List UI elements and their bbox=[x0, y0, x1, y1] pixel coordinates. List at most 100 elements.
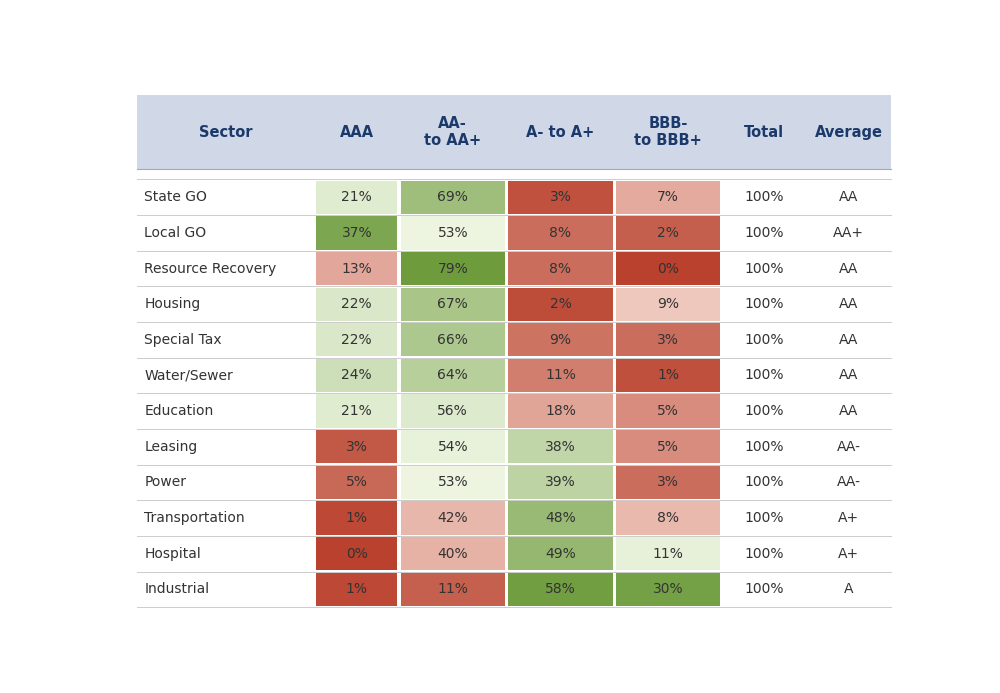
Text: Housing: Housing bbox=[144, 297, 201, 311]
Text: Special Tax: Special Tax bbox=[144, 333, 222, 346]
Text: 100%: 100% bbox=[744, 369, 784, 383]
Text: 38%: 38% bbox=[545, 440, 576, 454]
Text: 1%: 1% bbox=[346, 511, 368, 525]
Text: 22%: 22% bbox=[341, 297, 372, 311]
FancyBboxPatch shape bbox=[616, 216, 720, 249]
Text: Power: Power bbox=[144, 475, 186, 489]
FancyBboxPatch shape bbox=[316, 466, 397, 499]
FancyBboxPatch shape bbox=[508, 288, 613, 321]
Text: 100%: 100% bbox=[744, 333, 784, 346]
Text: 49%: 49% bbox=[545, 547, 576, 561]
FancyBboxPatch shape bbox=[401, 572, 505, 606]
Text: 1%: 1% bbox=[657, 369, 679, 383]
Text: 21%: 21% bbox=[341, 404, 372, 418]
Text: 5%: 5% bbox=[657, 404, 679, 418]
FancyBboxPatch shape bbox=[401, 216, 505, 249]
FancyBboxPatch shape bbox=[316, 359, 397, 392]
FancyBboxPatch shape bbox=[508, 394, 613, 428]
Text: A- to A+: A- to A+ bbox=[526, 125, 595, 139]
Text: 8%: 8% bbox=[549, 261, 571, 276]
Text: AA: AA bbox=[839, 333, 858, 346]
Text: 5%: 5% bbox=[657, 440, 679, 454]
Text: 2%: 2% bbox=[550, 297, 571, 311]
Text: 100%: 100% bbox=[744, 226, 784, 240]
Text: 3%: 3% bbox=[550, 191, 571, 204]
Text: Sector: Sector bbox=[199, 125, 252, 139]
FancyBboxPatch shape bbox=[316, 537, 397, 570]
Text: 8%: 8% bbox=[657, 511, 679, 525]
Text: 100%: 100% bbox=[744, 582, 784, 597]
Text: AA: AA bbox=[839, 191, 858, 204]
Text: 67%: 67% bbox=[437, 297, 468, 311]
Text: AA: AA bbox=[839, 297, 858, 311]
Text: 1%: 1% bbox=[346, 582, 368, 597]
FancyBboxPatch shape bbox=[616, 359, 720, 392]
Text: 3%: 3% bbox=[346, 440, 368, 454]
Text: 11%: 11% bbox=[653, 547, 684, 561]
Text: 69%: 69% bbox=[437, 191, 468, 204]
FancyBboxPatch shape bbox=[616, 181, 720, 214]
Text: 100%: 100% bbox=[744, 547, 784, 561]
Text: 100%: 100% bbox=[744, 440, 784, 454]
FancyBboxPatch shape bbox=[401, 394, 505, 428]
Text: 21%: 21% bbox=[341, 191, 372, 204]
FancyBboxPatch shape bbox=[137, 464, 891, 500]
FancyBboxPatch shape bbox=[616, 288, 720, 321]
Text: 39%: 39% bbox=[545, 475, 576, 489]
Text: Transportation: Transportation bbox=[144, 511, 245, 525]
FancyBboxPatch shape bbox=[316, 430, 397, 464]
Text: 2%: 2% bbox=[657, 226, 679, 240]
Text: 53%: 53% bbox=[437, 475, 468, 489]
FancyBboxPatch shape bbox=[316, 288, 397, 321]
FancyBboxPatch shape bbox=[137, 429, 891, 464]
FancyBboxPatch shape bbox=[316, 572, 397, 606]
Text: BBB-
to BBB+: BBB- to BBB+ bbox=[634, 116, 702, 148]
Text: AA+: AA+ bbox=[833, 226, 864, 240]
FancyBboxPatch shape bbox=[616, 394, 720, 428]
FancyBboxPatch shape bbox=[137, 358, 891, 394]
FancyBboxPatch shape bbox=[137, 215, 891, 251]
Text: 8%: 8% bbox=[549, 226, 571, 240]
Text: 42%: 42% bbox=[437, 511, 468, 525]
FancyBboxPatch shape bbox=[401, 252, 505, 286]
Text: Resource Recovery: Resource Recovery bbox=[144, 261, 277, 276]
FancyBboxPatch shape bbox=[137, 251, 891, 286]
Text: 11%: 11% bbox=[437, 582, 468, 597]
Text: 0%: 0% bbox=[346, 547, 368, 561]
FancyBboxPatch shape bbox=[401, 430, 505, 464]
Text: AA: AA bbox=[839, 404, 858, 418]
Text: AA: AA bbox=[839, 261, 858, 276]
FancyBboxPatch shape bbox=[401, 323, 505, 356]
Text: 3%: 3% bbox=[657, 333, 679, 346]
Text: AA-: AA- bbox=[837, 475, 861, 489]
Text: 100%: 100% bbox=[744, 404, 784, 418]
Text: 100%: 100% bbox=[744, 261, 784, 276]
Text: 100%: 100% bbox=[744, 297, 784, 311]
Text: Industrial: Industrial bbox=[144, 582, 210, 597]
FancyBboxPatch shape bbox=[616, 430, 720, 464]
FancyBboxPatch shape bbox=[316, 323, 397, 356]
FancyBboxPatch shape bbox=[616, 537, 720, 570]
Text: 100%: 100% bbox=[744, 475, 784, 489]
Text: Hospital: Hospital bbox=[144, 547, 201, 561]
Text: Water/Sewer: Water/Sewer bbox=[144, 369, 233, 383]
Text: 37%: 37% bbox=[341, 226, 372, 240]
FancyBboxPatch shape bbox=[316, 181, 397, 214]
Text: 66%: 66% bbox=[437, 333, 468, 346]
FancyBboxPatch shape bbox=[137, 500, 891, 536]
Text: 54%: 54% bbox=[437, 440, 468, 454]
FancyBboxPatch shape bbox=[508, 537, 613, 570]
FancyBboxPatch shape bbox=[508, 252, 613, 286]
FancyBboxPatch shape bbox=[616, 252, 720, 286]
Text: AA-
to AA+: AA- to AA+ bbox=[424, 116, 481, 148]
Text: 79%: 79% bbox=[437, 261, 468, 276]
Text: 30%: 30% bbox=[653, 582, 684, 597]
Text: Education: Education bbox=[144, 404, 214, 418]
Text: 64%: 64% bbox=[437, 369, 468, 383]
Text: 0%: 0% bbox=[657, 261, 679, 276]
FancyBboxPatch shape bbox=[137, 536, 891, 572]
Text: A+: A+ bbox=[838, 547, 859, 561]
FancyBboxPatch shape bbox=[508, 572, 613, 606]
Text: A+: A+ bbox=[838, 511, 859, 525]
Text: 40%: 40% bbox=[437, 547, 468, 561]
